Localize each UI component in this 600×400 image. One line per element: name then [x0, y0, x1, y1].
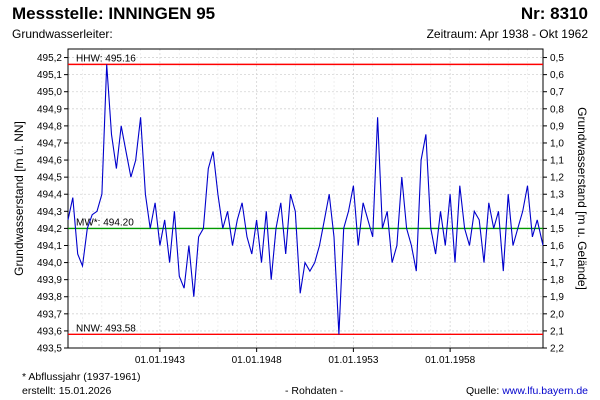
y2-tick-label: 1,4	[550, 207, 564, 218]
y2-tick-label: 2,2	[550, 344, 564, 355]
y-tick-label: 493,9	[37, 275, 62, 286]
y-tick-label: 493,5	[37, 344, 62, 355]
y2-tick-label: 2,0	[550, 309, 564, 320]
source-prefix: Quelle:	[466, 385, 503, 397]
y-axis-left: 493,5 493,6 493,7 493,8 493,9 494,0 494,1 494,2…	[37, 53, 68, 355]
y2-tick-label: 0,6	[550, 70, 564, 81]
y2-tick-label: 1,3	[550, 190, 564, 201]
y-tick-label: 493,8	[37, 292, 62, 303]
period-label: Zeitraum: Apr 1938 - Okt 1962	[426, 27, 588, 41]
reference-label: MW*: 494.20	[76, 217, 134, 228]
y2-tick-label: 1,8	[550, 275, 564, 286]
created-date: erstellt: 15.01.2026	[22, 385, 112, 397]
y-tick-label: 494,9	[37, 104, 62, 115]
y-tick-label: 494,6	[37, 156, 62, 167]
grid	[68, 49, 543, 348]
y2-tick-label: 0,8	[550, 104, 564, 115]
y2-tick-label: 2,1	[550, 326, 564, 337]
series	[67, 64, 544, 335]
y2-tick-label: 0,7	[550, 87, 564, 98]
page-title: Messstelle: INNINGEN 95	[12, 4, 216, 23]
y-tick-label: 495,2	[37, 53, 62, 64]
x-tick-label: 01.01.1943	[135, 355, 185, 366]
y-tick-label: 494,2	[37, 224, 62, 235]
x-tick-label: 01.01.1948	[232, 355, 282, 366]
y2-axis-title: Grundwasserstand [m u. Gelände]	[575, 107, 589, 290]
reference-label: NNW: 493.58	[76, 323, 136, 334]
reference-lines: HHW: 495.16 MW*: 494.20 NNW: 493.58	[68, 53, 543, 336]
y-tick-label: 494,3	[37, 207, 62, 218]
y-tick-label: 494,5	[37, 173, 62, 184]
footnote: * Abflussjahr (1937-1961)	[22, 371, 141, 383]
y2-tick-label: 1,6	[550, 241, 564, 252]
y-tick-label: 493,6	[37, 326, 62, 337]
series-line	[67, 64, 544, 335]
reference-label: HHW: 495.16	[76, 53, 136, 64]
y-tick-label: 494,1	[37, 241, 62, 252]
aquifer-label: Grundwasserleiter:	[12, 27, 113, 41]
y2-tick-label: 0,9	[550, 121, 564, 132]
y2-tick-label: 1,5	[550, 224, 564, 235]
y-tick-label: 494,0	[37, 258, 62, 269]
y2-tick-label: 1,2	[550, 173, 564, 184]
x-axis: 01.01.1943 01.01.1948 01.01.1953 01.01.1958	[135, 348, 476, 366]
y-tick-label: 493,7	[37, 309, 62, 320]
y-tick-label: 494,8	[37, 121, 62, 132]
y-axis-right: 2,2 2,1 2,0 1,9 1,8 1,7 1,6 1,5 1,4 1,3 1,2 1,1 1,0 0…	[543, 53, 564, 355]
y2-tick-label: 1,9	[550, 292, 564, 303]
y2-tick-label: 1,0	[550, 138, 564, 149]
y2-tick-label: 1,1	[550, 156, 564, 167]
y2-tick-label: 1,7	[550, 258, 564, 269]
y-tick-label: 494,4	[37, 190, 62, 201]
y-axis-title: Grundwasserstand [m ü. NN]	[12, 121, 26, 276]
x-tick-label: 01.01.1958	[425, 355, 475, 366]
station-number: Nr: 8310	[520, 4, 588, 23]
source-link[interactable]: www.lfu.bayern.de	[502, 385, 588, 397]
source: Quelle: www.lfu.bayern.de	[466, 385, 588, 397]
y-tick-label: 495,1	[37, 70, 62, 81]
x-tick-label: 01.01.1953	[328, 355, 378, 366]
raw-data-label: - Rohdaten -	[285, 385, 344, 397]
y-tick-label: 495,0	[37, 87, 62, 98]
y-tick-label: 494,7	[37, 138, 62, 149]
plot-frame	[67, 48, 544, 349]
y2-tick-label: 0,5	[550, 53, 564, 64]
